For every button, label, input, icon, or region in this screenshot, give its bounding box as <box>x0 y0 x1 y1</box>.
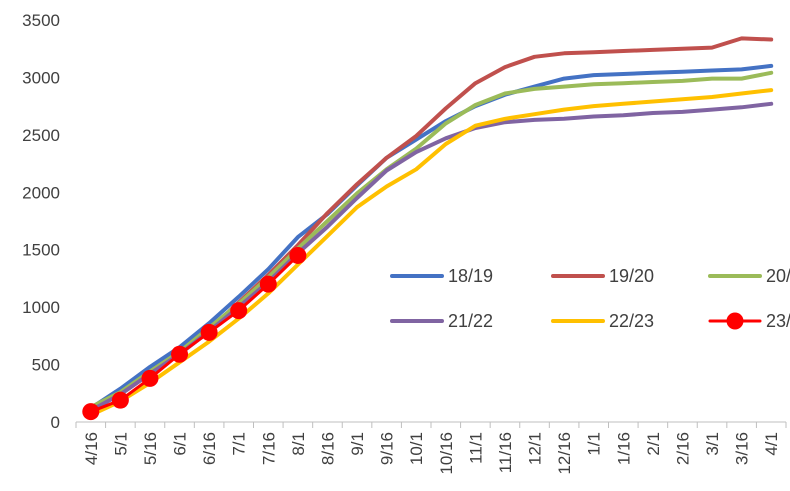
series-point-23-24 <box>171 345 189 363</box>
y-axis-ticks: 0 500 1000 1500 2000 2500 3000 3500 <box>22 11 60 432</box>
series-point-23-24 <box>289 246 307 264</box>
x-tick-label: 4/1 <box>762 432 781 456</box>
series-point-23-24 <box>111 391 129 409</box>
y-tick-label: 2500 <box>22 126 60 145</box>
series-line-21-22 <box>88 101 774 413</box>
series-point-23-24 <box>82 403 100 421</box>
legend-item: 21/22 <box>390 311 493 331</box>
x-tick-label: 7/16 <box>259 432 278 465</box>
x-tick-label: 4/16 <box>82 432 101 465</box>
x-tick-label: 5/16 <box>141 432 160 465</box>
y-tick-label: 1000 <box>22 298 60 317</box>
series-lines <box>82 36 774 421</box>
x-tick-label: 1/1 <box>585 432 604 456</box>
series-point-23-24 <box>200 323 218 341</box>
x-tick-label: 9/1 <box>348 432 367 456</box>
legend-label: 21/22 <box>448 311 493 331</box>
legend: 18/19 19/20 20/21 21/22 22/23 23/24 <box>390 266 790 331</box>
legend-item: 20/21 <box>708 266 790 286</box>
series-point-23-24 <box>259 275 277 293</box>
x-tick-label: 3/16 <box>733 432 752 465</box>
y-tick-label: 0 <box>51 413 60 432</box>
x-tick-label: 2/1 <box>644 432 663 456</box>
x-tick-label: 9/16 <box>378 432 397 465</box>
x-axis: 4/16 5/1 5/16 6/1 6/16 7/1 7/16 8/1 8/16 9/1 9/16 1… <box>75 421 787 475</box>
y-tick-label: 3000 <box>22 68 60 87</box>
y-tick-label: 3500 <box>22 11 60 30</box>
legend-item: 23/24 <box>708 311 790 331</box>
x-tick-label: 8/16 <box>318 432 337 465</box>
series-line-18-19 <box>88 63 774 411</box>
legend-label: 23/24 <box>766 311 790 331</box>
x-tick-label: 3/1 <box>703 432 722 456</box>
series-line-22-23 <box>88 88 774 418</box>
x-tick-label: 6/16 <box>200 432 219 465</box>
x-tick-label: 12/16 <box>555 432 574 475</box>
x-tick-label: 8/1 <box>289 432 308 456</box>
series-point-23-24 <box>141 369 159 387</box>
legend-label: 20/21 <box>766 266 790 286</box>
legend-label: 18/19 <box>448 266 493 286</box>
x-tick-label: 1/16 <box>614 432 633 465</box>
x-tick-label: 11/16 <box>496 432 515 473</box>
x-tick-label: 6/1 <box>171 432 190 456</box>
legend-item: 22/23 <box>551 311 654 331</box>
legend-marker <box>726 312 744 330</box>
x-tick-label: 10/1 <box>407 432 426 465</box>
legend-label: 22/23 <box>609 311 654 331</box>
x-tick-label: 5/1 <box>111 432 130 456</box>
y-tick-label: 500 <box>32 356 60 375</box>
legend-item: 18/19 <box>390 266 493 286</box>
x-tick-label: 12/1 <box>526 432 545 465</box>
legend-label: 19/20 <box>609 266 654 286</box>
x-tick-label: 7/1 <box>230 432 249 456</box>
series-point-23-24 <box>230 302 248 320</box>
x-tick-label: 11/1 <box>466 432 485 464</box>
y-tick-label: 2000 <box>22 183 60 202</box>
legend-item: 19/20 <box>551 266 654 286</box>
y-tick-label: 1500 <box>22 241 60 260</box>
x-tick-label: 2/16 <box>673 432 692 465</box>
x-tick-label: 10/16 <box>437 432 456 475</box>
